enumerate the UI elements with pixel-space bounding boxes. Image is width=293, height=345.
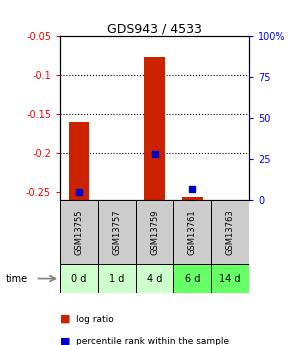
Text: 14 d: 14 d [219, 274, 241, 284]
Bar [211, 200, 249, 264]
Text: GSM13759: GSM13759 [150, 209, 159, 255]
Text: ■: ■ [60, 337, 71, 345]
Text: 4 d: 4 d [147, 274, 162, 284]
Text: GSM13763: GSM13763 [226, 209, 235, 255]
Bar [136, 200, 173, 264]
Bar [173, 264, 211, 293]
Text: 1 d: 1 d [109, 274, 125, 284]
Bar [182, 197, 203, 200]
Text: 0 d: 0 d [71, 274, 87, 284]
Title: GDS943 / 4533: GDS943 / 4533 [107, 22, 202, 35]
Text: log ratio: log ratio [76, 315, 114, 324]
Text: GSM13755: GSM13755 [74, 209, 84, 255]
Bar [98, 264, 136, 293]
Bar [60, 200, 98, 264]
Bar [69, 122, 89, 200]
Bar [211, 264, 249, 293]
Text: 6 d: 6 d [185, 274, 200, 284]
Bar [173, 200, 211, 264]
Text: GSM13757: GSM13757 [112, 209, 121, 255]
Bar [60, 264, 98, 293]
Text: GSM13761: GSM13761 [188, 209, 197, 255]
Bar [136, 264, 173, 293]
Text: time: time [6, 274, 28, 284]
Text: ■: ■ [60, 314, 71, 324]
Bar [98, 200, 136, 264]
Bar [144, 57, 165, 200]
Text: percentile rank within the sample: percentile rank within the sample [76, 337, 229, 345]
